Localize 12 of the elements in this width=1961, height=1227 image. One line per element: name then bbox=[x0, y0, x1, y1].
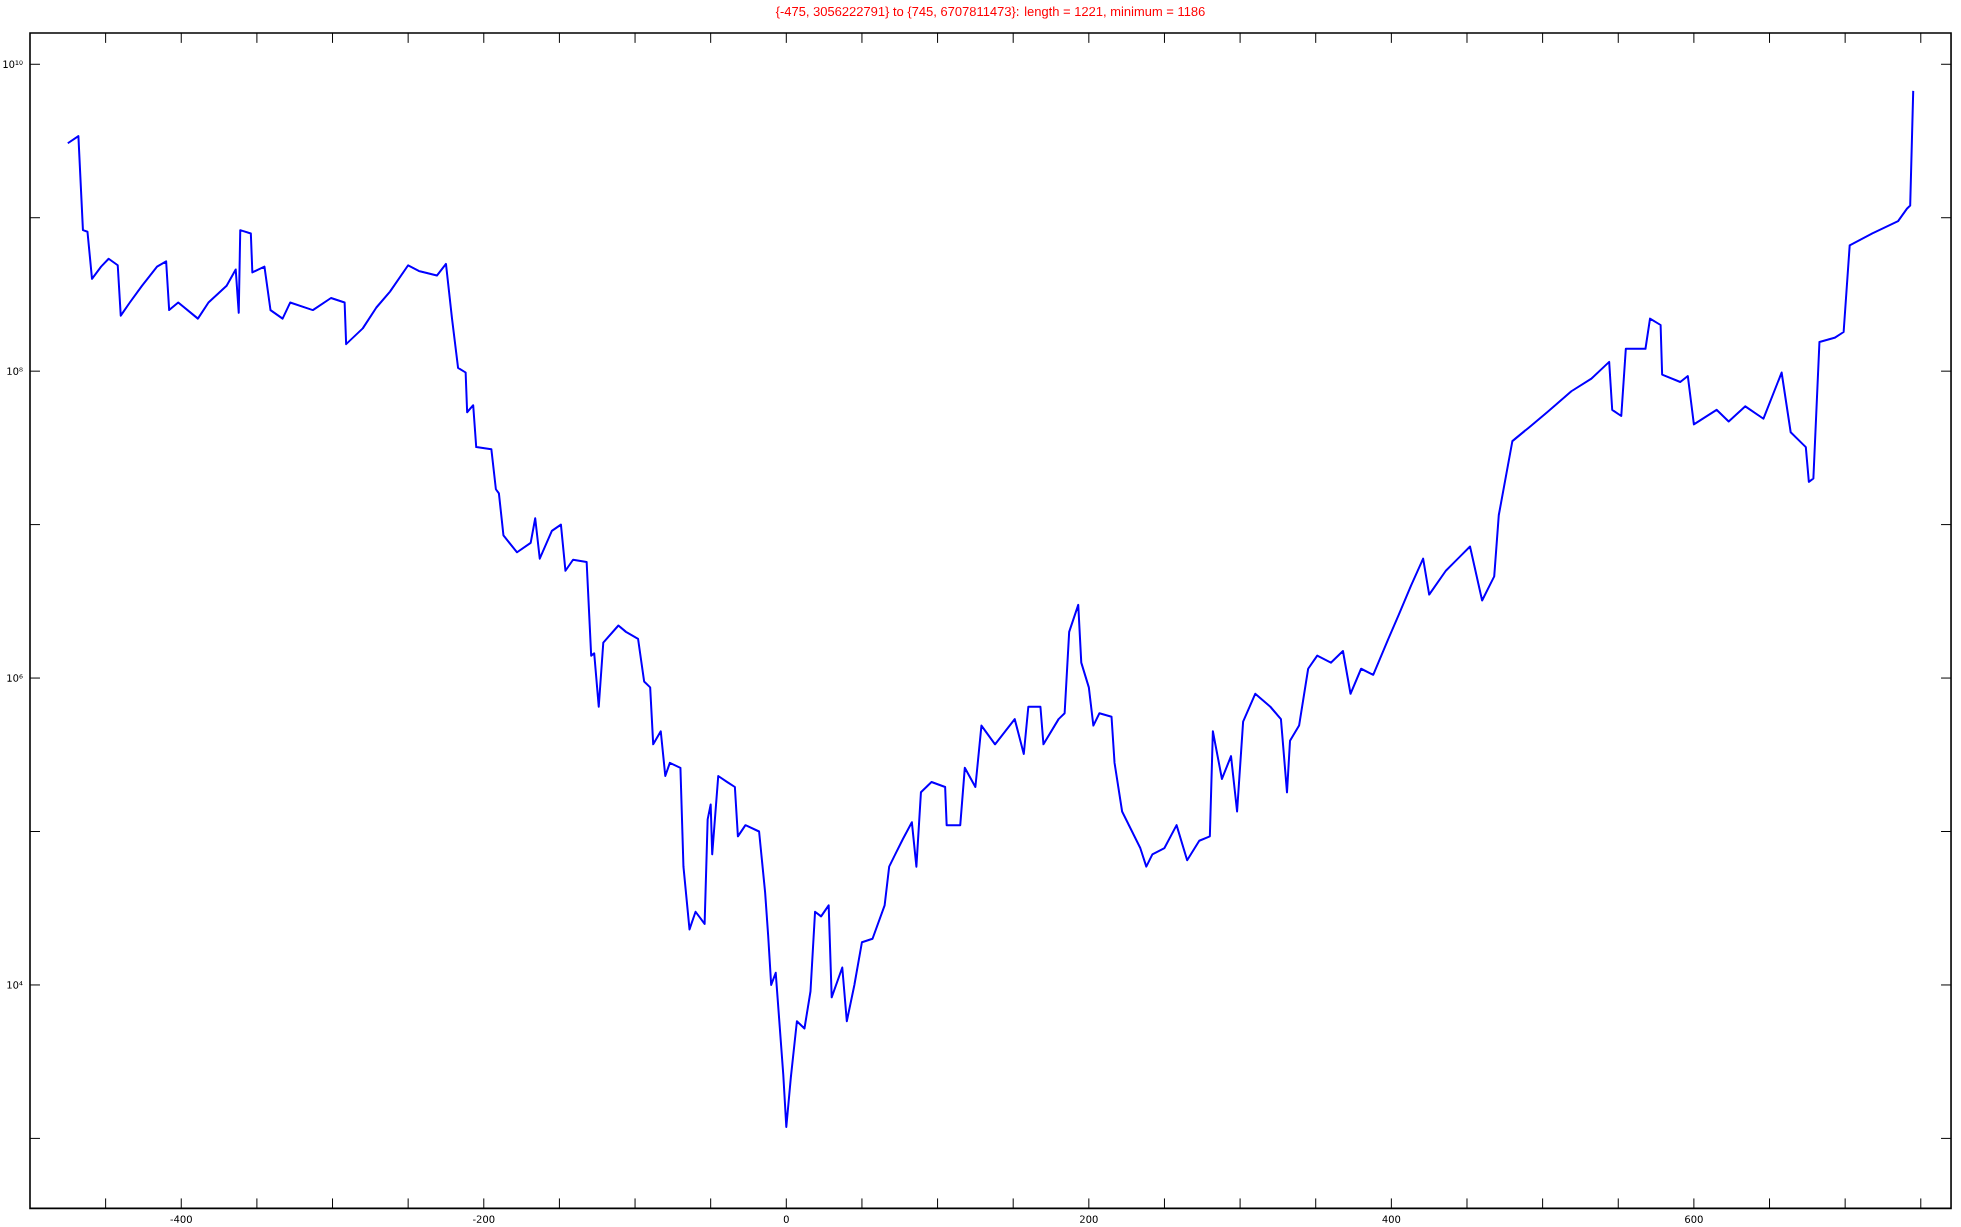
y-tick-label: 10⁸ bbox=[7, 367, 23, 375]
x-tick-label: -200 bbox=[472, 1215, 495, 1223]
line-series bbox=[66, 89, 1915, 1128]
x-tick-label: 200 bbox=[1080, 1215, 1098, 1223]
y-tick-label: 10⁴ bbox=[7, 981, 23, 989]
x-tick-label: 400 bbox=[1382, 1215, 1401, 1223]
y-tick-label: 10¹⁰ bbox=[3, 60, 23, 68]
x-tick-label: 0 bbox=[783, 1215, 789, 1223]
y-tick-label: 10⁶ bbox=[7, 674, 23, 682]
chart-title: {-475, 3056222791} to {745, 6707811473}: length = 1221, minimum = 1186 bbox=[775, 6, 1205, 19]
x-tick-label: -400 bbox=[170, 1215, 192, 1223]
x-tick-label: 600 bbox=[1685, 1215, 1703, 1223]
